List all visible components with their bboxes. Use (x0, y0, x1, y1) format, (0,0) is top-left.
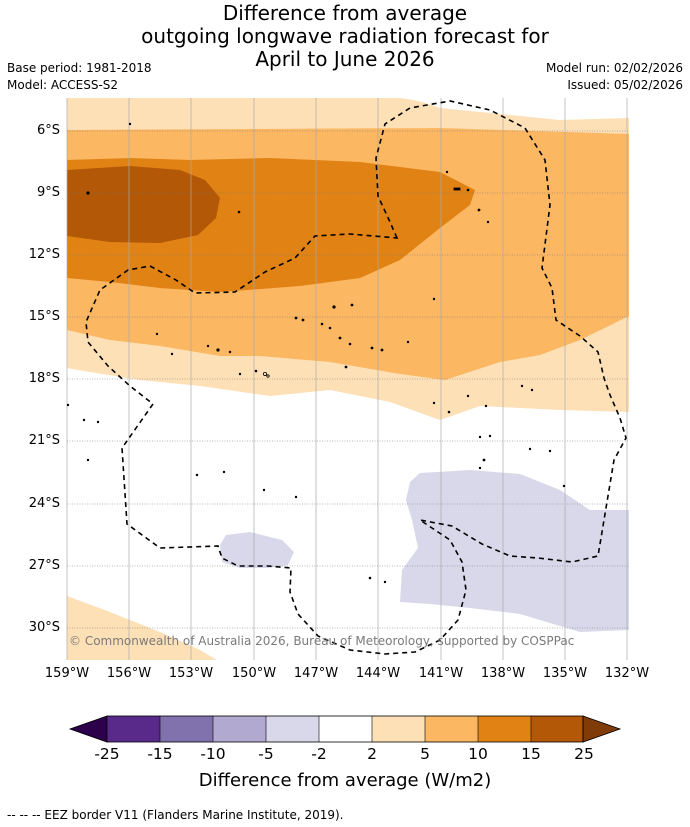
model-run-text: Model run: 02/02/2026 (545, 61, 683, 75)
colorbar-tick-7: 10 (468, 745, 488, 763)
colorbar-segment-1 (160, 716, 213, 742)
colorbar-under-arrow (68, 715, 108, 743)
colorbar-segment-3 (266, 716, 319, 742)
colorbar-segment-7 (478, 716, 531, 742)
lat-label-15s: 15°S (28, 309, 60, 324)
issued-text: Issued: 05/02/2026 (567, 78, 683, 92)
eez-legend-text: -- -- -- EEZ border V11 (Flanders Marine… (7, 808, 344, 822)
colorbar-tick-1: -15 (147, 745, 173, 763)
lat-label-21s: 21°S (28, 433, 60, 448)
colorbar-tick-9: 25 (574, 745, 594, 763)
base-period-text: Base period: 1981-2018 (7, 61, 152, 75)
lat-label-9s: 9°S (36, 185, 60, 200)
colorbar-tick-8: 15 (521, 745, 541, 763)
map-gridlines (67, 130, 629, 629)
lat-label-18s: 18°S (28, 371, 60, 386)
colorbar-tick-6: 5 (420, 745, 430, 763)
lat-label-6s: 6°S (36, 123, 60, 138)
lon-label-153w: 153°W (168, 666, 214, 681)
lon-label-159w: 159°W (44, 666, 90, 681)
colorbar-segment-5 (372, 716, 425, 742)
colorbar-label: Difference from average (W/m2) (198, 770, 492, 791)
lon-label-135w: 135°W (542, 666, 588, 681)
lat-label-30s: 30°S (28, 620, 60, 635)
colorbar-over-arrow (582, 715, 622, 743)
lon-label-147w: 147°W (293, 666, 339, 681)
colorbar (68, 715, 622, 743)
lon-label-138w: 138°W (480, 666, 526, 681)
lon-label-141w: 141°W (418, 666, 464, 681)
colorbar-tick-5: 2 (367, 745, 377, 763)
lon-label-150w: 150°W (231, 666, 277, 681)
colorbar-tick-2: -10 (200, 745, 226, 763)
anomaly-region-neg-east (400, 470, 629, 632)
colorbar-tick-3: -5 (258, 745, 274, 763)
title-line-1: Difference from average (222, 1, 468, 25)
lon-label-144w: 144°W (355, 666, 401, 681)
lon-label-132w: 132°W (604, 666, 650, 681)
lon-label-156w: 156°W (106, 666, 152, 681)
anomaly-region-neg-west (220, 532, 294, 568)
colorbar-segment-8 (531, 716, 584, 742)
title-line-2: outgoing longwave radiation forecast for (141, 24, 549, 48)
anomaly-region-15-25 (67, 166, 220, 243)
model-text: Model: ACCESS-S2 (7, 78, 119, 92)
anomaly-region-2-5-southwest (67, 596, 217, 660)
island-markers (66, 122, 566, 584)
colorbar-segment-2 (213, 716, 266, 742)
colorbar-tick-0: -25 (94, 745, 120, 763)
map-meridians (66, 98, 628, 660)
colorbar-tick-4: -2 (311, 745, 327, 763)
colorbar-segment-6 (425, 716, 478, 742)
eez-border-line (85, 100, 627, 655)
lat-label-24s: 24°S (28, 496, 60, 511)
colorbar-segment-0 (107, 716, 160, 742)
lat-label-27s: 27°S (28, 558, 60, 573)
lat-label-12s: 12°S (28, 247, 60, 262)
title-line-3: April to June 2026 (255, 47, 435, 71)
map-fill-layer (67, 98, 629, 660)
colorbar-segment-4 (319, 716, 372, 742)
copyright-text: © Commonwealth of Australia 2026, Bureau… (69, 634, 575, 648)
